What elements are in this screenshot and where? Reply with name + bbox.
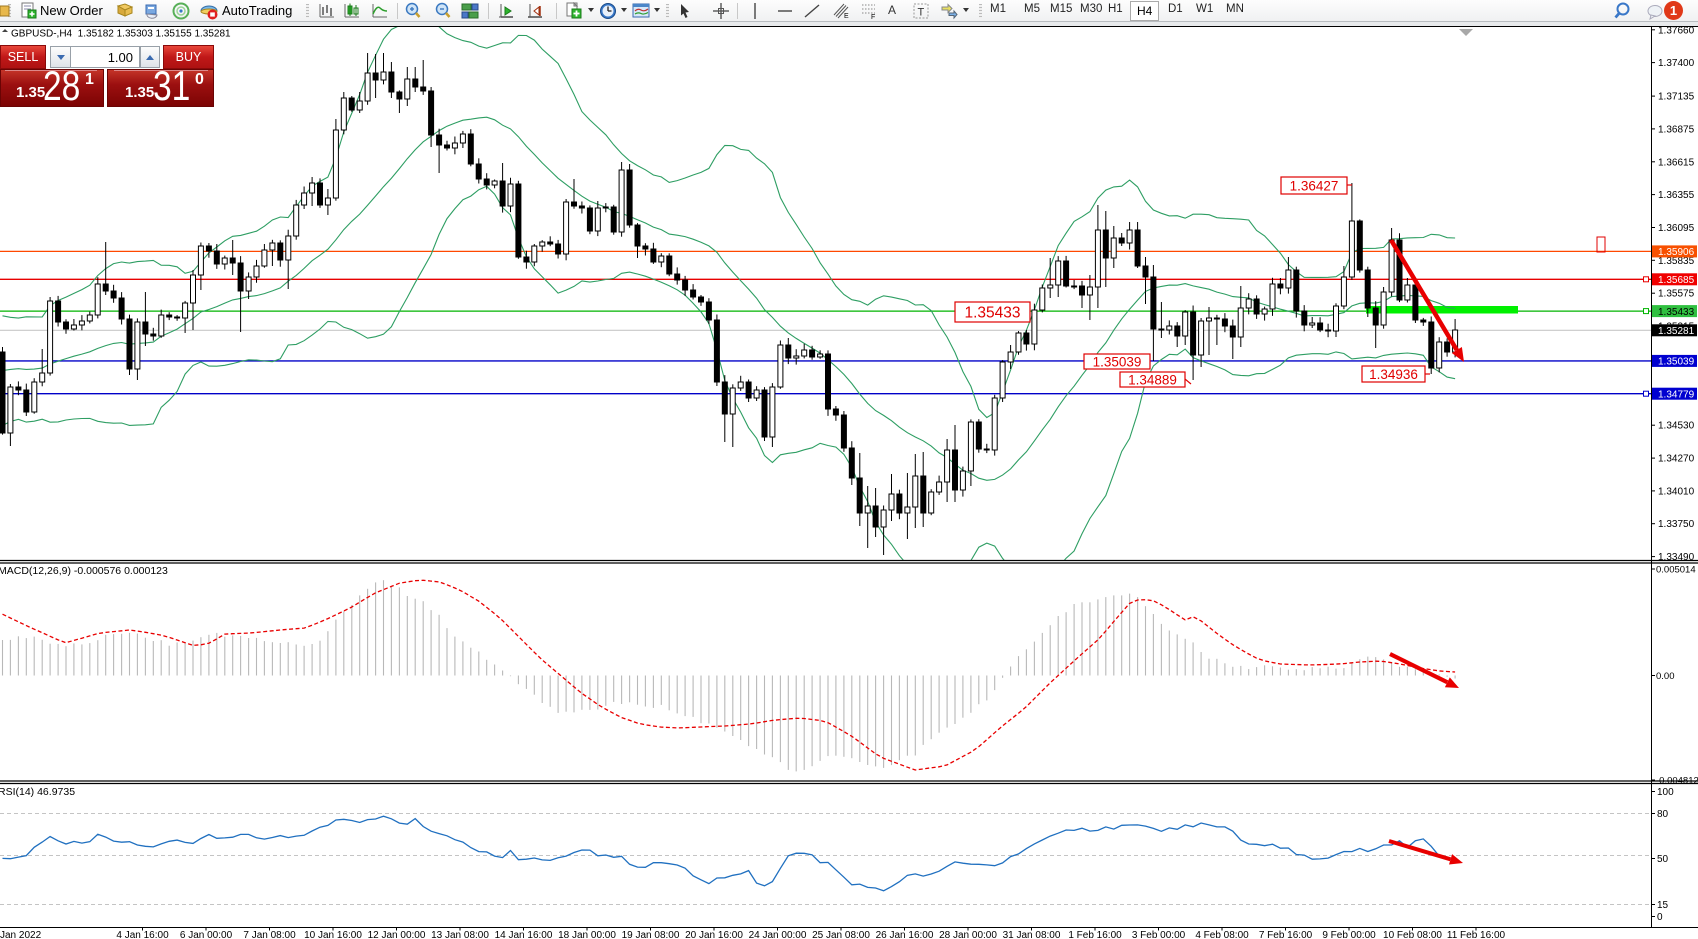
svg-text:1 Feb 16:00: 1 Feb 16:00 <box>1068 930 1122 939</box>
svg-text:25 Jan 08:00: 25 Jan 08:00 <box>812 930 870 939</box>
svg-text:1.34270: 1.34270 <box>1658 454 1695 465</box>
svg-text:1.35039: 1.35039 <box>1658 357 1695 368</box>
svg-text:T: T <box>918 7 925 19</box>
svg-text:MACD(12,26,9) -0.000576 0.0001: MACD(12,26,9) -0.000576 0.000123 <box>0 565 168 577</box>
svg-text:24 Jan 00:00: 24 Jan 00:00 <box>749 930 807 939</box>
svg-text:1.35281: 1.35281 <box>1658 326 1695 337</box>
svg-text:7 Jan 08:00: 7 Jan 08:00 <box>243 930 296 939</box>
svg-text:1.36427: 1.36427 <box>1290 178 1339 193</box>
svg-text:11 Feb 16:00: 11 Feb 16:00 <box>1447 930 1506 939</box>
svg-text:7 Feb 16:00: 7 Feb 16:00 <box>1259 930 1313 939</box>
svg-text:1.33490: 1.33490 <box>1658 552 1695 563</box>
svg-text:1.34889: 1.34889 <box>1128 372 1177 387</box>
svg-text:4 Jan 16:00: 4 Jan 16:00 <box>116 930 169 939</box>
svg-text:10 Feb 08:00: 10 Feb 08:00 <box>1383 930 1442 939</box>
svg-text:3 Feb 00:00: 3 Feb 00:00 <box>1132 930 1186 939</box>
svg-text:18 Jan 00:00: 18 Jan 00:00 <box>558 930 616 939</box>
svg-text:4 Feb 08:00: 4 Feb 08:00 <box>1195 930 1249 939</box>
svg-text:80: 80 <box>1657 809 1669 820</box>
svg-text:1.36095: 1.36095 <box>1658 223 1695 234</box>
svg-text:F: F <box>871 14 875 20</box>
svg-text:1.37400: 1.37400 <box>1658 58 1695 69</box>
svg-text:26 Jan 16:00: 26 Jan 16:00 <box>876 930 934 939</box>
svg-text:1.35835: 1.35835 <box>1658 256 1695 267</box>
svg-text:0.005014: 0.005014 <box>1656 565 1696 576</box>
svg-text:1.36615: 1.36615 <box>1658 157 1695 168</box>
svg-text:14 Jan 16:00: 14 Jan 16:00 <box>495 930 553 939</box>
svg-text:E: E <box>844 13 849 20</box>
svg-text:1.35906: 1.35906 <box>1658 247 1695 258</box>
svg-text:1.36355: 1.36355 <box>1658 190 1695 201</box>
svg-text:1.34010: 1.34010 <box>1658 486 1695 497</box>
svg-text:1.35685: 1.35685 <box>1658 275 1695 286</box>
svg-text:13 Jan 08:00: 13 Jan 08:00 <box>431 930 489 939</box>
svg-text:28 Jan 00:00: 28 Jan 00:00 <box>939 930 997 939</box>
svg-text:100: 100 <box>1657 787 1674 798</box>
svg-text:1.34530: 1.34530 <box>1658 421 1695 432</box>
svg-text:9 Feb 00:00: 9 Feb 00:00 <box>1322 930 1376 939</box>
svg-text:19 Jan 08:00: 19 Jan 08:00 <box>622 930 680 939</box>
svg-text:15: 15 <box>1657 900 1669 911</box>
svg-text:20 Jan 16:00: 20 Jan 16:00 <box>685 930 743 939</box>
svg-text:RSI(14) 46.9735: RSI(14) 46.9735 <box>0 786 75 798</box>
svg-text:1.35433: 1.35433 <box>1658 307 1695 318</box>
svg-text:10 Jan 16:00: 10 Jan 16:00 <box>304 930 362 939</box>
svg-text:6 Jan 00:00: 6 Jan 00:00 <box>180 930 233 939</box>
svg-text:1.34936: 1.34936 <box>1369 367 1418 382</box>
svg-text:50: 50 <box>1657 854 1669 865</box>
svg-text:1.33750: 1.33750 <box>1658 519 1695 530</box>
svg-text:1.37660: 1.37660 <box>1658 25 1695 36</box>
svg-text:1.35433: 1.35433 <box>964 305 1020 322</box>
svg-text:0.00: 0.00 <box>1656 671 1675 682</box>
svg-text:1.34779: 1.34779 <box>1658 390 1695 401</box>
svg-text:1.35575: 1.35575 <box>1658 289 1695 300</box>
svg-text:1.35039: 1.35039 <box>1093 354 1142 369</box>
svg-text:GBPUSD-,H4 1.35182 1.35303 1.: GBPUSD-,H4 1.35182 1.35303 1.35155 1.352… <box>11 29 231 40</box>
svg-text:12 Jan 00:00: 12 Jan 00:00 <box>368 930 426 939</box>
svg-text:0: 0 <box>1657 912 1663 923</box>
svg-text:31 Jan 08:00: 31 Jan 08:00 <box>1003 930 1061 939</box>
svg-text:1.36875: 1.36875 <box>1658 124 1695 135</box>
svg-text:Jan 2022: Jan 2022 <box>0 930 42 939</box>
svg-text:-0.004812: -0.004812 <box>1656 776 1698 787</box>
svg-text:1.37135: 1.37135 <box>1658 92 1695 103</box>
